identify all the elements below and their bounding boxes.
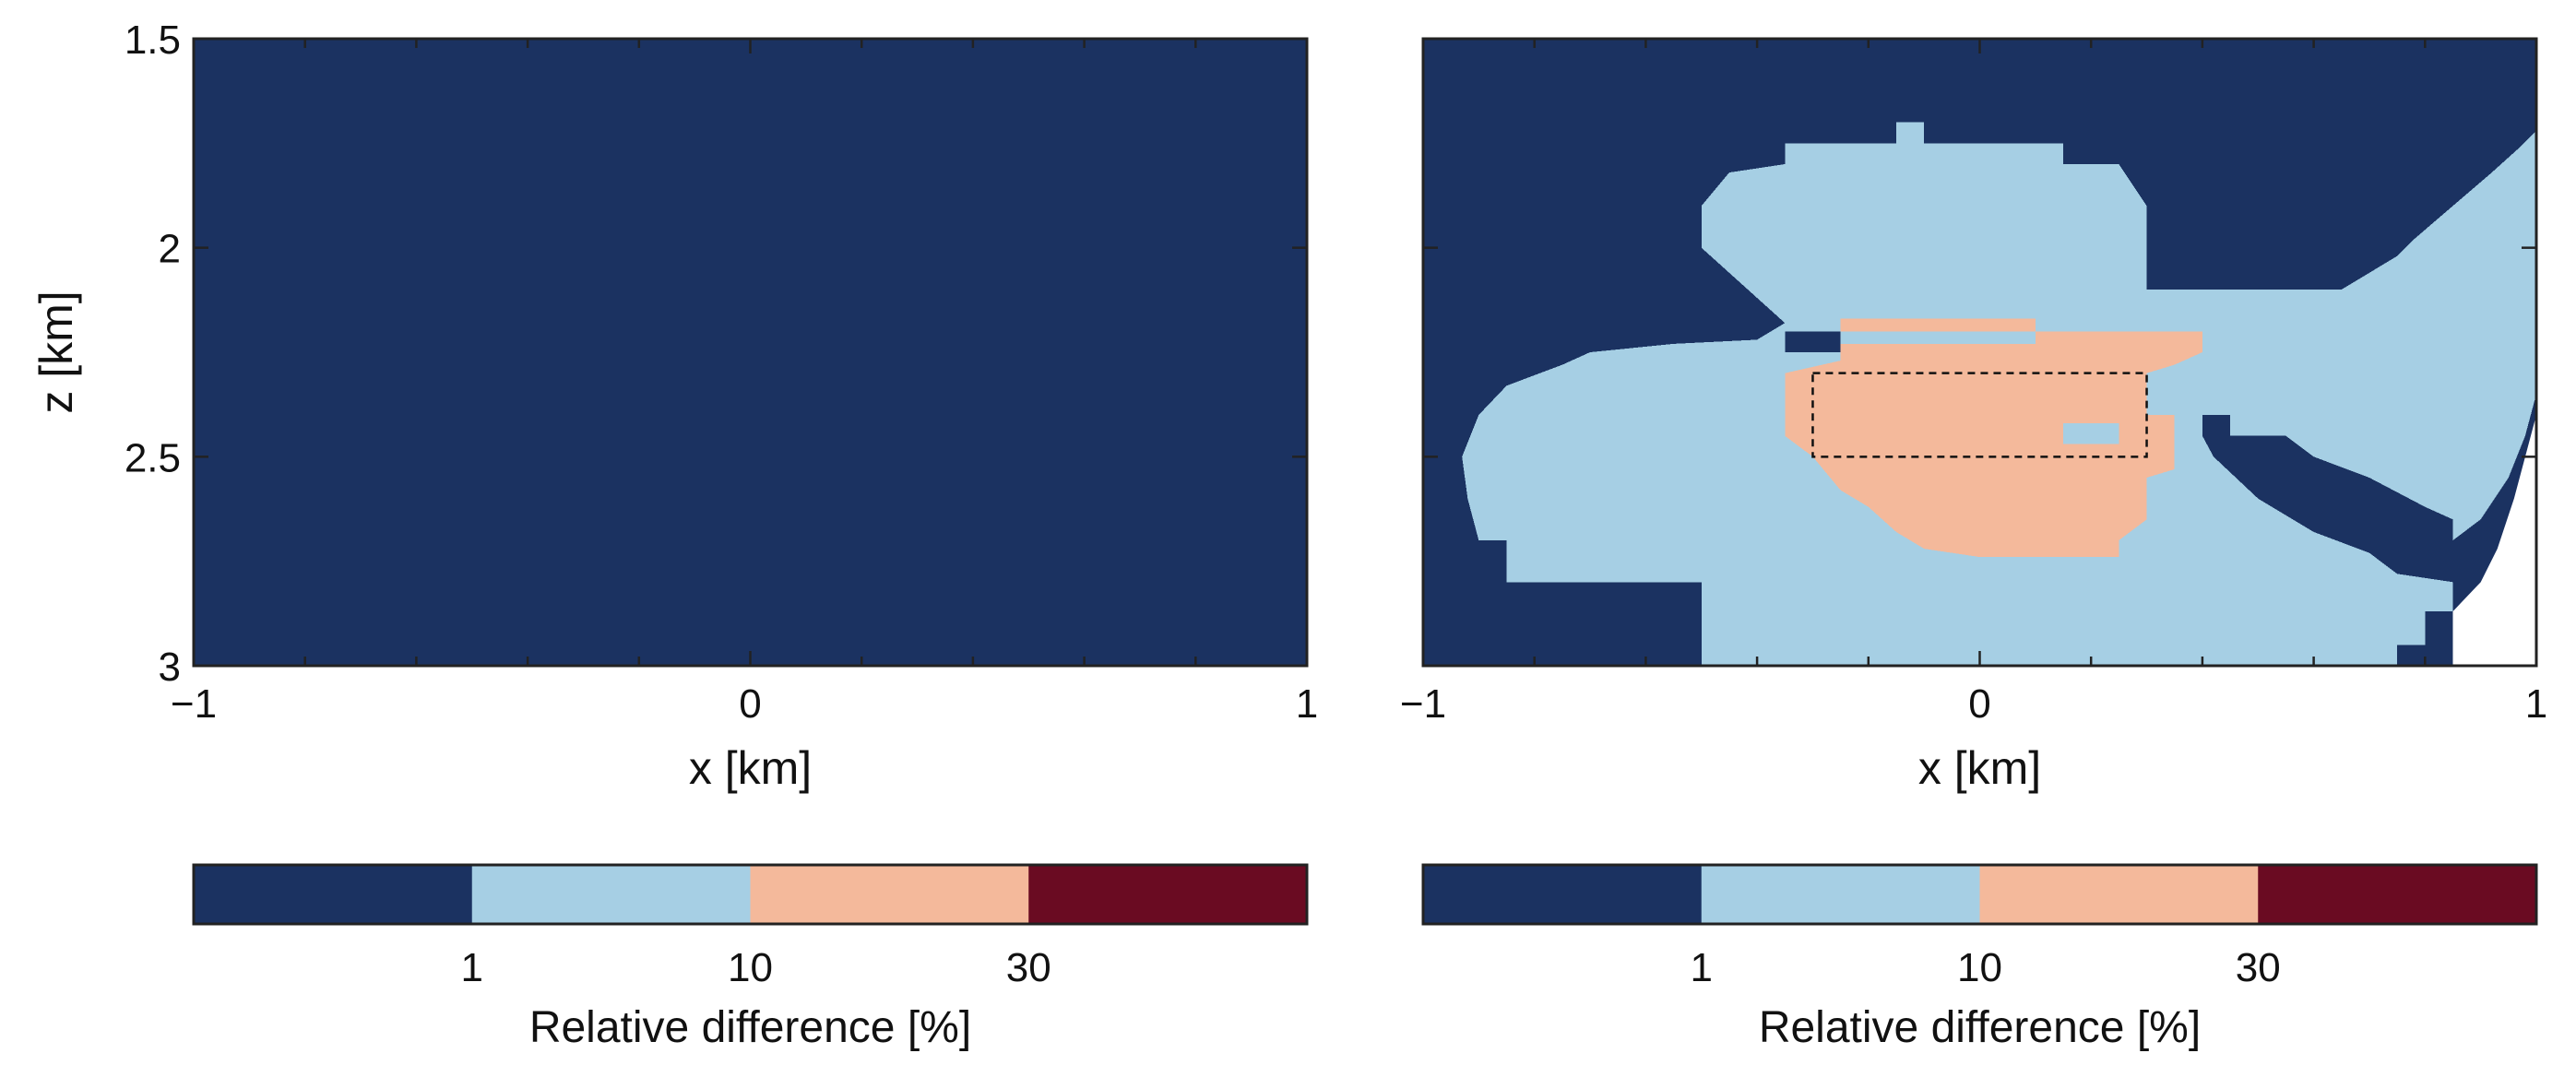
- heatmap-region-5: [2063, 423, 2119, 444]
- left-y-ticks: 1.5 2 2.5 3: [125, 18, 1307, 690]
- colorbar-tick-label: 10: [728, 945, 773, 990]
- x-tick-label: 0: [739, 681, 761, 727]
- colorbar-band: [1028, 865, 1308, 924]
- x-tick-label: 0: [1968, 681, 1990, 727]
- heatmap-region-3: [1785, 318, 2202, 558]
- colorbar-band: [750, 865, 1029, 924]
- y-tick-label: 1.5: [125, 18, 181, 63]
- colorbar-tick-label: 1: [461, 945, 483, 990]
- colorbar-tick-label: 30: [2236, 945, 2281, 990]
- heatmap-region-0: [194, 39, 1307, 666]
- y-tick-label: 2: [159, 227, 181, 272]
- left-heatmap-panel: −1 0 1 1.5 2 2.5 3 x [km] z [km] 1 10 30 Relati…: [30, 18, 1318, 1052]
- right-x-axis-label: x [km]: [1918, 742, 2041, 794]
- right-y-ticks: [1423, 37, 2536, 668]
- right-colorbar-label: Relative difference [%]: [1759, 1003, 2201, 1052]
- target-region-dashed-box: [1811, 372, 2148, 458]
- colorbar-band: [1979, 865, 2259, 924]
- colorbar-band: [194, 865, 473, 924]
- colorbar-tick-label: 30: [1006, 945, 1051, 990]
- heatmap-empty-region: [2452, 415, 2536, 666]
- heatmap-region-1: [1785, 331, 1841, 352]
- heatmap-region-4: [1840, 331, 2036, 344]
- colorbar-band: [2258, 865, 2537, 924]
- left-colorbar-label: Relative difference [%]: [529, 1003, 971, 1052]
- x-tick-label: −1: [171, 681, 217, 727]
- left-plot-area: [194, 39, 1307, 666]
- x-tick-label: 1: [1296, 681, 1318, 727]
- colorbar-band: [1701, 865, 1980, 924]
- colorbar-tick-label: 10: [1957, 945, 2002, 990]
- colorbar-band: [1423, 865, 1703, 924]
- y-tick-label: 2.5: [125, 435, 181, 480]
- right-x-ticks: −1 0 1: [1400, 39, 2547, 727]
- heatmap-region-2: [2202, 415, 2453, 583]
- left-colorbar: 1 10 30: [192, 863, 1309, 990]
- left-y-axis-label: z [km]: [30, 290, 82, 413]
- y-tick-label: 3: [159, 645, 181, 690]
- colorbar-frame: [1421, 863, 2538, 926]
- x-tick-label: −1: [1400, 681, 1446, 727]
- colorbar-frame: [192, 863, 1309, 926]
- left-x-ticks: −1 0 1: [171, 39, 1318, 727]
- left-x-axis-label: x [km]: [689, 742, 812, 794]
- right-colorbar: 1 10 30: [1421, 863, 2538, 990]
- right-plot-area: [1423, 39, 2536, 666]
- right-heatmap-panel: −1 0 1 x [km] 1 10 30 Relative difference [%…: [1400, 37, 2547, 1052]
- colorbar-tick-label: 1: [1691, 945, 1713, 990]
- colorbar-band: [471, 865, 751, 924]
- x-tick-label: 1: [2525, 681, 2547, 727]
